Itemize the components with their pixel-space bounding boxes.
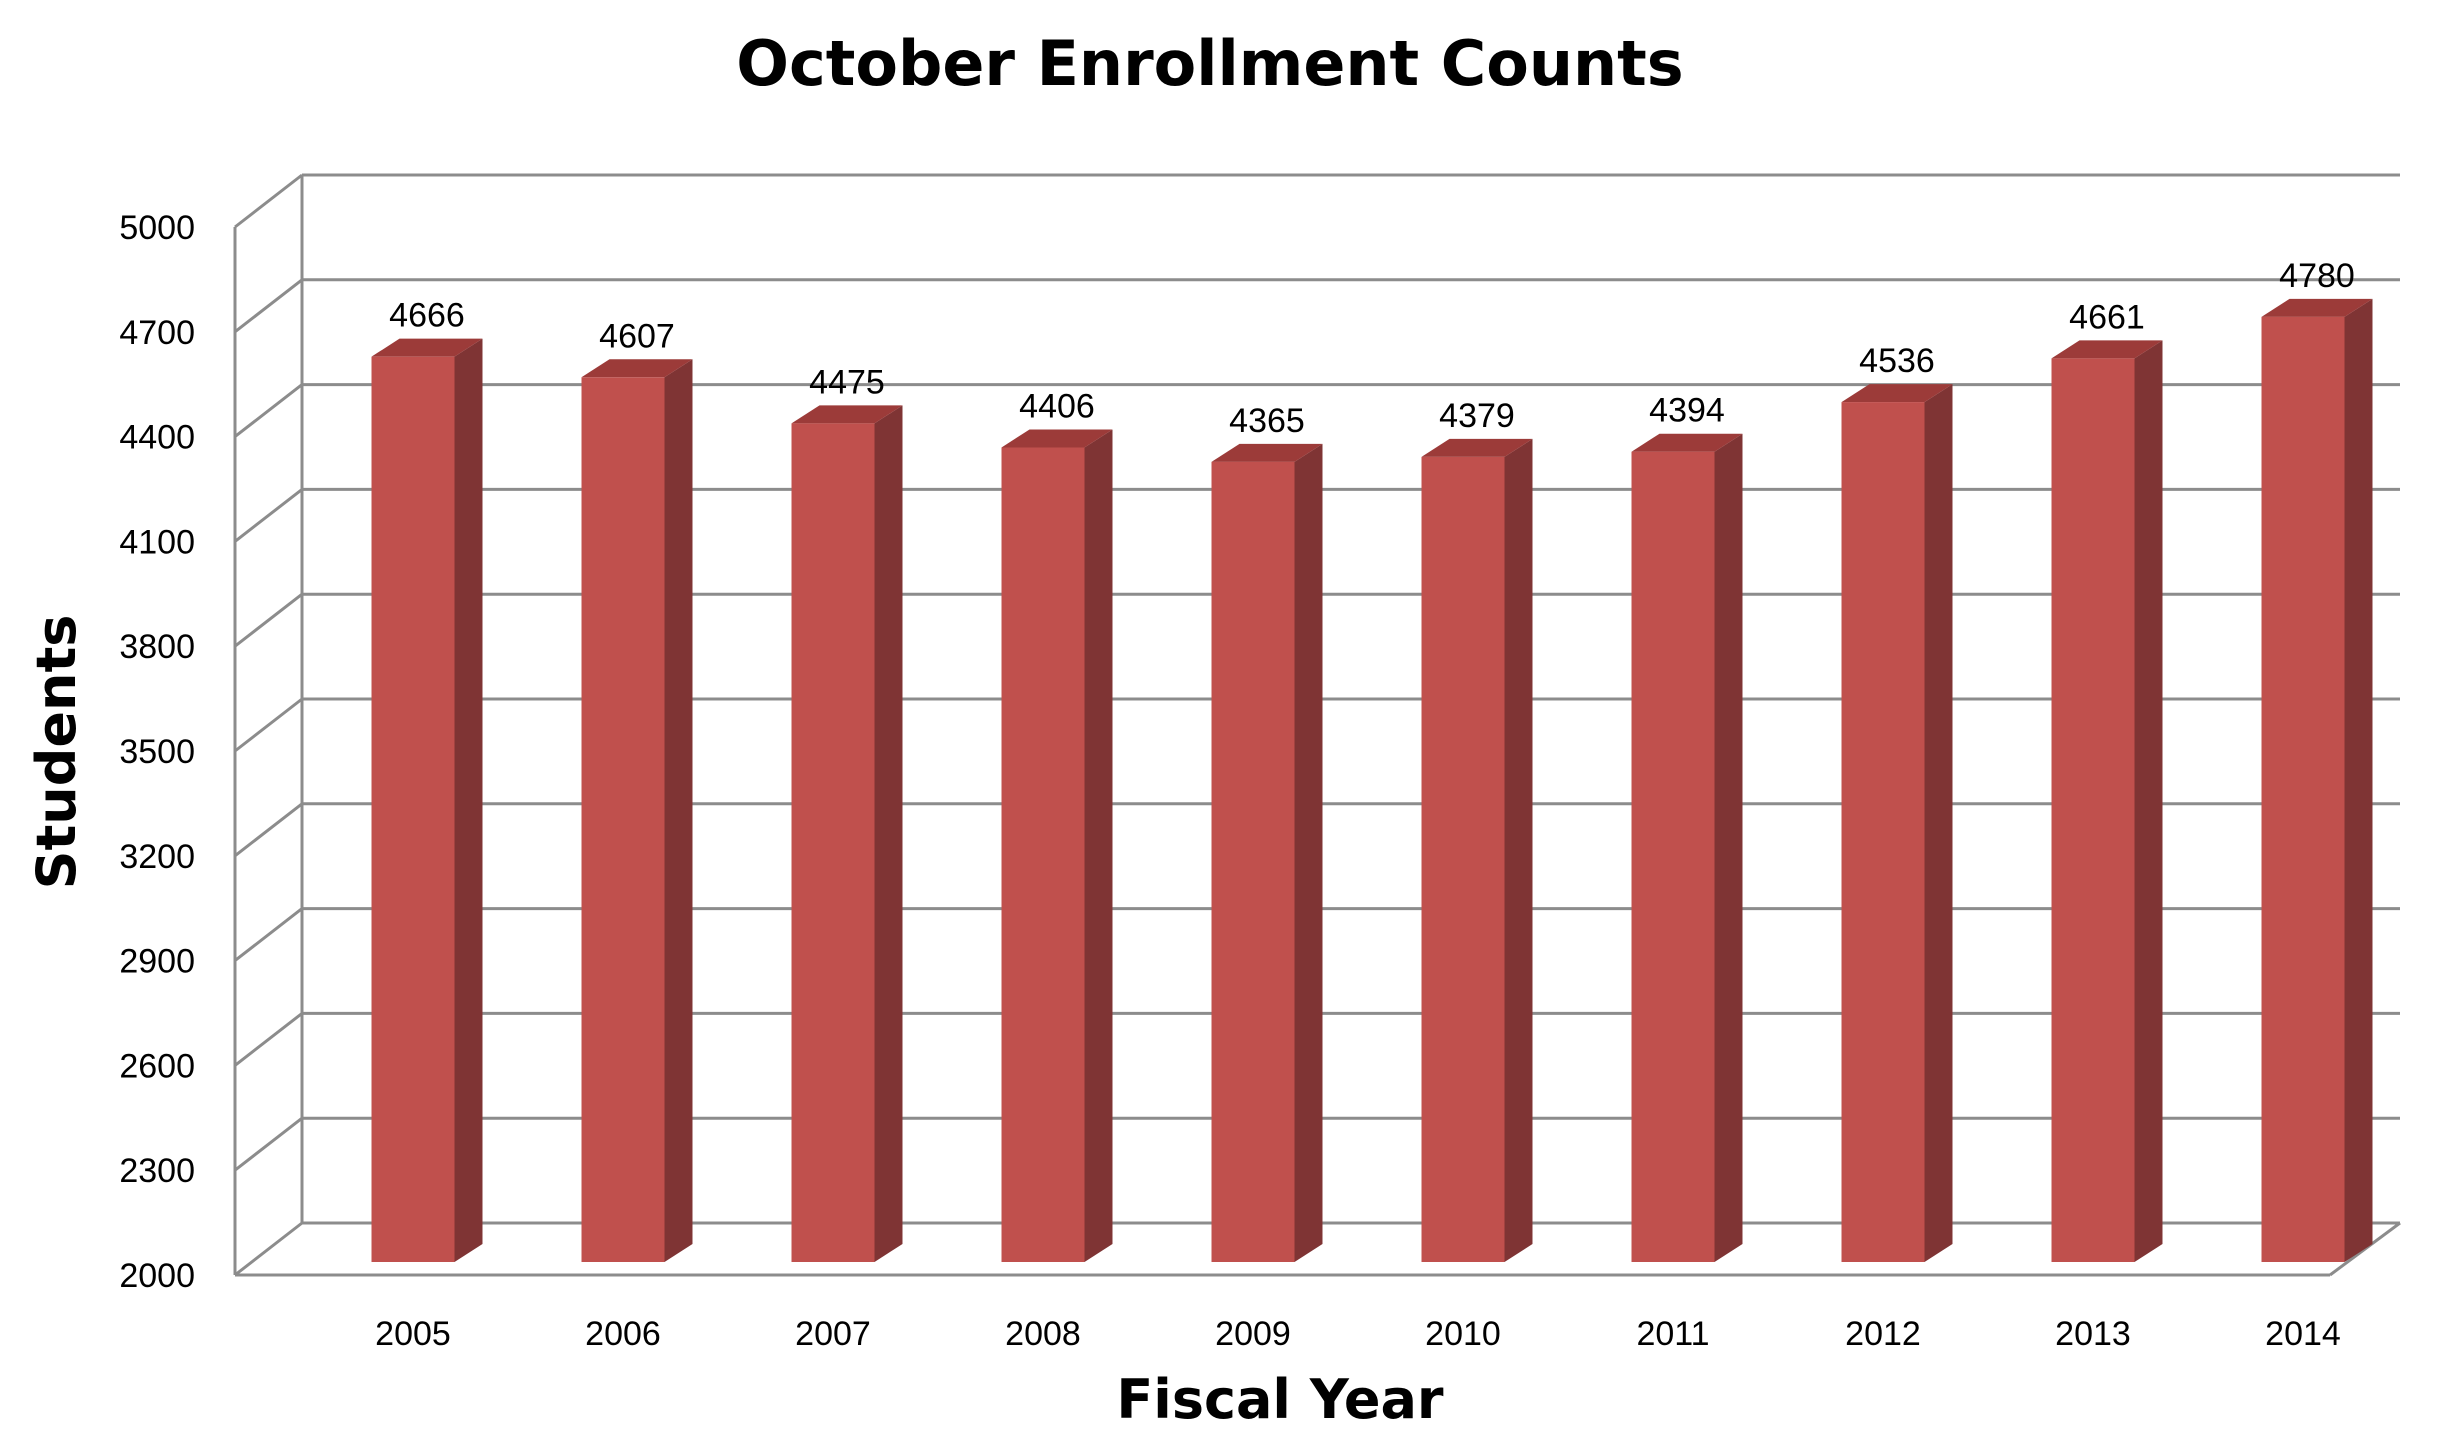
y-tick-label: 3200 [119,838,195,876]
bar-side [1294,443,1323,1262]
x-tick-label: 2006 [585,1315,661,1353]
chart-title: October Enrollment Counts [736,27,1683,100]
bar-top [1211,443,1323,462]
data-label: 4666 [389,297,465,335]
y-tick-label: 3800 [119,628,195,666]
bar [371,338,483,1262]
y-tick-label: 4700 [119,314,195,352]
x-tick-label: 2010 [1425,1315,1501,1353]
bar [1421,438,1533,1262]
bar-top [371,338,483,357]
bar-front [2051,358,2135,1262]
data-label: 4661 [2069,298,2145,336]
bar-top [2051,340,2163,359]
x-tick-label: 2007 [795,1315,871,1353]
bar-side [1504,438,1533,1262]
bar-side [2134,340,2163,1262]
bar-top [1841,384,1953,403]
x-axis-title: Fiscal Year [1116,1368,1444,1431]
y-tick-label: 5000 [119,209,195,247]
y-tick-label: 2300 [119,1152,195,1190]
y-axis-ticks: 2000 2300 2600 2900 3200 3500 3800 4100 4400 4700… [119,209,195,1295]
bar-top [1001,429,1113,448]
bar-side [454,338,483,1262]
data-labels: 4666 4607 4475 4406 4365 4379 4394 4536 4661 4780 [389,257,2355,440]
bar-side [664,359,693,1263]
bar-front [1211,461,1295,1262]
bar [1841,384,1953,1262]
data-label: 4365 [1229,402,1305,440]
bar-top [791,405,903,424]
bar-top [1631,433,1743,452]
y-tick-label: 2900 [119,943,195,981]
bar-side [2344,298,2373,1262]
bar-front [371,356,455,1262]
bar-side [1084,429,1113,1262]
grid-line-side [234,802,303,857]
x-axis-ticks: 2005 2006 2007 2008 2009 2010 2011 2012 2013 2014 [375,1315,2341,1353]
grid-line-side [234,1117,303,1172]
y-tick-label: 4400 [119,419,195,457]
grid-line-side [234,278,303,333]
bar [791,405,903,1262]
grid-line-side [234,1221,303,1277]
data-label: 4536 [1859,342,1935,380]
bar-side [1714,433,1743,1262]
bar [1001,429,1113,1262]
x-tick-label: 2009 [1215,1315,1291,1353]
data-label: 4475 [809,363,885,401]
x-tick-label: 2014 [2265,1315,2341,1353]
bar [1211,443,1323,1262]
grid-line-side [234,1012,303,1067]
y-tick-label: 2600 [119,1047,195,1085]
bars [371,298,2373,1263]
data-label: 4607 [599,317,675,355]
bar-front [1001,447,1085,1262]
data-label: 4780 [2279,257,2355,295]
bar [581,359,693,1263]
data-label: 4394 [1649,392,1725,430]
bar-side [874,405,903,1262]
y-axis-title: Students [25,615,88,890]
x-tick-label: 2012 [1845,1315,1921,1353]
data-label: 4406 [1019,388,1095,426]
grid-line-side [234,697,303,753]
bar-front [791,423,875,1262]
x-tick-label: 2008 [1005,1315,1081,1353]
x-tick-label: 2005 [375,1315,451,1353]
bar-front [1631,451,1715,1262]
grid-line-side [234,383,303,438]
y-tick-label: 4100 [119,523,195,561]
grid-line-side [234,593,303,648]
grid-line-side [234,488,303,543]
bar-top [1421,438,1533,457]
grid-line-side [234,173,303,229]
x-tick-label: 2013 [2055,1315,2131,1353]
bar-front [581,377,665,1263]
floor-right-edge [2329,1221,2401,1277]
bar-top [2261,298,2373,317]
bar-front [1421,456,1505,1262]
y-tick-label: 2000 [119,1257,195,1295]
y-tick-label: 3500 [119,733,195,771]
bar-front [2261,316,2345,1262]
bar-side [1924,384,1953,1262]
grid-line-side [234,907,303,962]
data-label: 4379 [1439,397,1515,435]
bar [2261,298,2373,1262]
bar [2051,340,2163,1262]
x-tick-label: 2011 [1636,1315,1709,1353]
bar-top [581,359,693,378]
bar [1631,433,1743,1262]
bar-front [1841,402,1925,1262]
